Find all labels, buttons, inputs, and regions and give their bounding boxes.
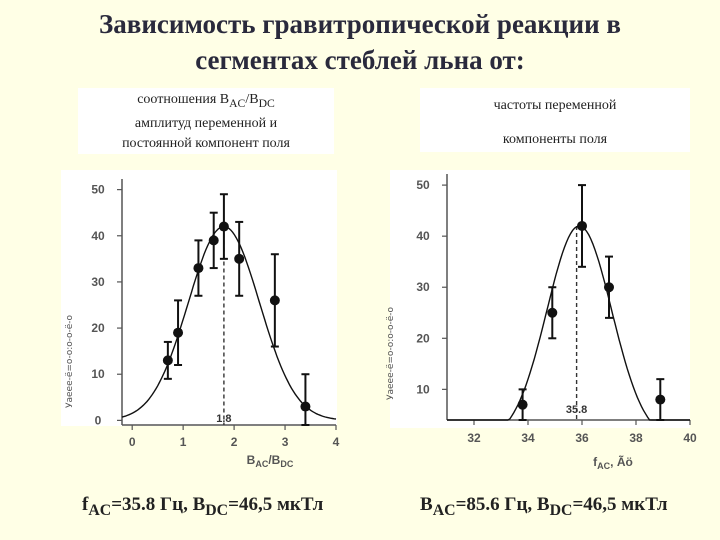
left-footer-text: =46,5 мкТл [228,494,324,515]
x-tick-label: 4 [333,435,340,449]
left-caption-sub: AC [229,96,246,110]
right-footer-text: B [420,494,433,515]
left-caption-sub: DC [258,96,275,110]
x-tick-label: 0 [129,435,136,449]
left-footer-text: f [82,494,89,515]
x-axis-label-part: AC [255,459,268,469]
x-axis-label-part: B [247,453,256,467]
data-point [517,399,528,410]
fit-curve [447,225,690,421]
left-panel-caption: соотношения BAC/BDC амплитуд переменной … [78,88,334,154]
data-point [547,307,558,318]
right-caption-line-2: компоненты поля [502,132,608,147]
y-tick-label: 30 [91,275,105,289]
x-tick-label: 40 [683,431,697,445]
x-tick-label: 34 [521,431,535,445]
y-tick-label: 20 [416,331,430,345]
right-footer-text: =46,5 мкТл [572,494,668,515]
x-axis-label-part: DC [280,459,293,469]
data-point [218,221,229,232]
data-point [655,394,666,405]
x-tick-label: 32 [467,431,481,445]
y-tick-label: 40 [416,229,430,243]
data-point [208,235,219,246]
x-axis-label-part: f [593,455,598,469]
data-point [173,327,184,338]
x-axis-label: BAC/BDC [247,453,294,469]
left-footer-sub: AC [88,501,112,519]
y-tick-label: 30 [416,280,430,294]
chart-background [61,170,337,426]
data-point [577,220,587,231]
data-point [300,401,311,412]
x-tick-label: 38 [629,431,643,445]
data-point [193,263,204,274]
x-tick-label: 2 [231,435,238,449]
data-point [269,295,280,306]
fit-curve [121,225,337,420]
peak-label: 1.8 [216,413,231,425]
right-footer-sub: AC [432,501,456,519]
y-tick-label: 10 [91,367,105,381]
right-footer-text: =85.6 Гц, B [455,494,550,515]
y-tick-label: 20 [91,321,105,335]
chart-1: 0 10 20 30 40 50 0 1 2 3 4 BAC/BDC Уаеее-ё=о-о:о-о-ё… [61,170,340,469]
right-footer: BAC=85.6 Гц, BDC=46,5 мкТл [420,494,668,520]
peak-label: 35.8 [566,404,587,416]
x-axis-label-part: /B [268,453,280,467]
right-caption-line-1: частоты переменной [493,98,617,113]
data-point [162,355,173,366]
left-caption-line-3: постоянной компонент поля [122,135,290,151]
y-tick-label: 50 [91,183,105,197]
title-line-2: сегментах стеблей льна от: [195,45,525,75]
x-tick-label: 36 [575,431,589,445]
data-point [234,253,245,264]
left-caption-line-2: амплитуд переменной и [134,115,278,131]
left-footer-sub: DC [205,501,229,519]
y-tick-label: 10 [416,382,430,396]
y-tick-label: 0 [95,413,102,427]
left-caption-text: соотношения B [137,92,230,107]
chart-background [390,170,690,428]
x-axis-label-part: , Ãö [610,454,633,469]
x-axis-label-part: AC [597,461,610,471]
chart-2: 10 20 30 40 50 32 34 36 38 40 fAC, Ãö Уаеее-ё=о-о:о… [386,170,697,471]
data-point [604,282,614,293]
y-axis-label: Уаеее-ё=о-о:о-о-ё-о [65,314,75,408]
y-tick-label: 50 [416,178,430,192]
x-tick-label: 3 [282,435,289,449]
left-caption-line-1: соотношения BAC/BDC [78,90,334,114]
left-footer: fAC=35.8 Гц, BDC=46,5 мкТл [82,494,323,520]
slide-title: Зависимость гравитропической реакции в с… [0,6,720,78]
x-tick-label: 1 [180,435,187,449]
y-axis-label: Уаеее-ё=о-о:о-о-ё-о [386,306,396,400]
x-axis-label: fAC, Ãö [593,454,633,471]
right-footer-sub: DC [549,501,573,519]
title-line-1: Зависимость гравитропической реакции в [99,9,621,39]
left-caption-text: /B [245,92,259,107]
y-tick-label: 40 [91,229,105,243]
right-panel-caption: частоты переменной компоненты поля [420,88,690,152]
left-footer-text: =35.8 Гц, B [111,494,206,515]
